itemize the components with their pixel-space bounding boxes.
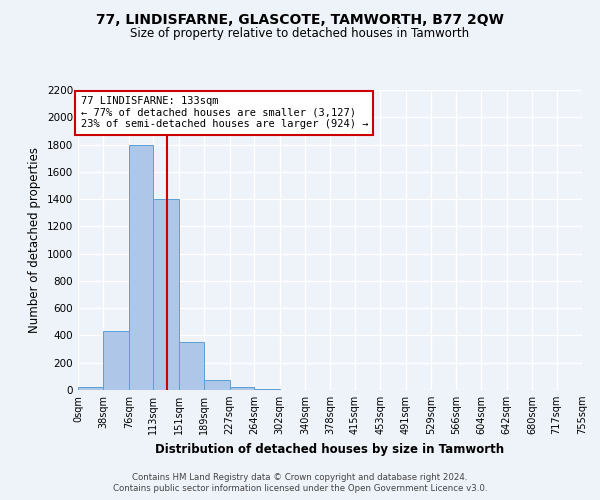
Text: Size of property relative to detached houses in Tamworth: Size of property relative to detached ho… bbox=[130, 28, 470, 40]
Bar bbox=[179, 342, 204, 390]
Text: Contains HM Land Registry data © Crown copyright and database right 2024.: Contains HM Land Registry data © Crown c… bbox=[132, 472, 468, 482]
Y-axis label: Number of detached properties: Number of detached properties bbox=[28, 147, 41, 333]
Text: Contains public sector information licensed under the Open Government Licence v3: Contains public sector information licen… bbox=[113, 484, 487, 493]
Text: 77, LINDISFARNE, GLASCOTE, TAMWORTH, B77 2QW: 77, LINDISFARNE, GLASCOTE, TAMWORTH, B77… bbox=[96, 12, 504, 26]
Bar bbox=[78, 388, 103, 390]
Bar bbox=[129, 144, 154, 390]
X-axis label: Distribution of detached houses by size in Tamworth: Distribution of detached houses by size … bbox=[155, 442, 505, 456]
Bar bbox=[103, 332, 129, 390]
Bar bbox=[230, 386, 254, 390]
Bar bbox=[204, 380, 230, 390]
Text: 77 LINDISFARNE: 133sqm
← 77% of detached houses are smaller (3,127)
23% of semi-: 77 LINDISFARNE: 133sqm ← 77% of detached… bbox=[80, 96, 368, 130]
Bar bbox=[154, 199, 179, 390]
